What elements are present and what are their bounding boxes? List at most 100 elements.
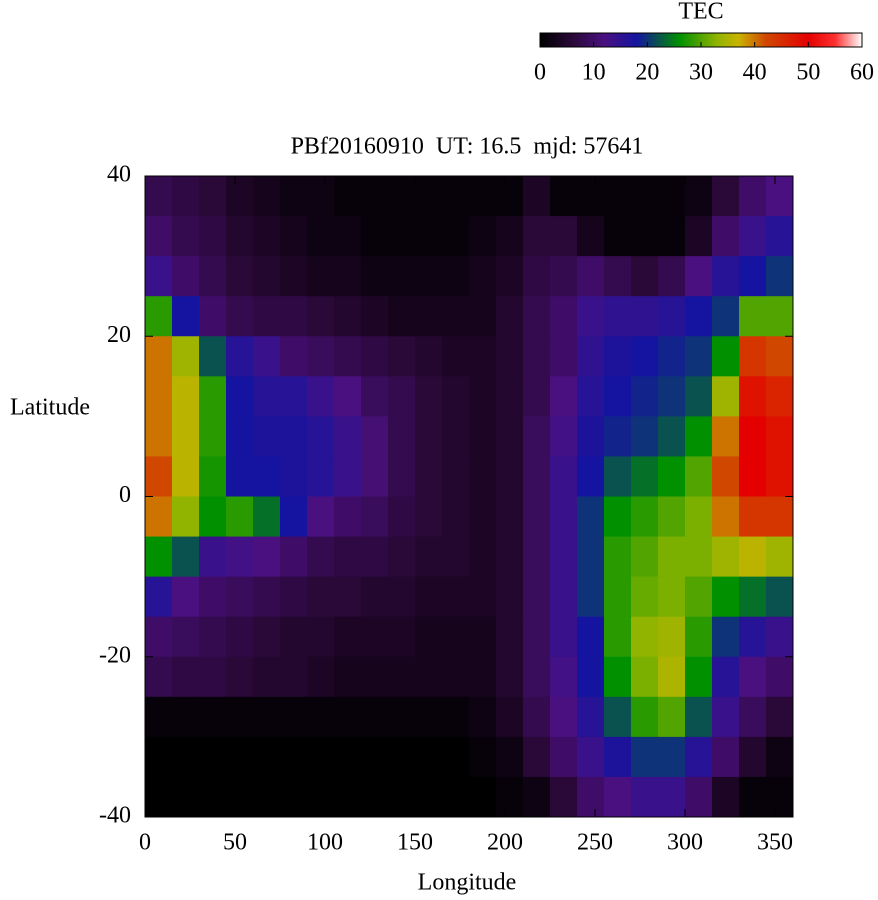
heatmap-cell [577, 176, 605, 217]
heatmap-cell [685, 536, 713, 578]
heatmap-cell [280, 696, 308, 738]
heatmap-cell [766, 256, 794, 297]
heatmap-cell [604, 616, 632, 658]
heatmap-cell [199, 656, 227, 698]
heatmap-cell [712, 696, 740, 738]
heatmap-cell [442, 696, 470, 738]
heatmap-cell [442, 776, 470, 818]
heatmap-cell [712, 216, 740, 257]
heatmap-cell [739, 576, 767, 618]
heatmap-cell [442, 376, 470, 417]
heatmap-cell [550, 496, 578, 538]
heatmap-cell [523, 656, 551, 698]
heatmap-cell [280, 336, 308, 377]
heatmap-cell [496, 776, 524, 818]
heatmap-cell [361, 296, 389, 337]
y-tick-label: 40 [107, 162, 131, 188]
heatmap-cell [280, 456, 308, 497]
heatmap-cell [604, 576, 632, 618]
heatmap-cell [658, 216, 686, 257]
heatmap-cell [253, 256, 281, 297]
heatmap-cell [685, 416, 713, 457]
heatmap-cell [766, 296, 794, 337]
y-tick-label: -20 [99, 642, 131, 668]
heatmap-cell [739, 776, 767, 818]
heatmap-cell [226, 176, 254, 217]
heatmap-cell [496, 256, 524, 297]
heatmap-cell [712, 336, 740, 377]
heatmap-cell [442, 616, 470, 658]
heatmap-cell [523, 336, 551, 377]
heatmap-cell [442, 216, 470, 257]
heatmap-cell [199, 456, 227, 497]
heatmap-cell [388, 776, 416, 818]
heatmap-cell [631, 616, 659, 658]
heatmap-cell [631, 776, 659, 818]
heatmap-cell [172, 736, 200, 778]
heatmap-cell [577, 576, 605, 618]
heatmap-cell [172, 296, 200, 337]
heatmap-cell [415, 776, 443, 818]
heatmap-cell [739, 256, 767, 297]
heatmap-cell [469, 536, 497, 578]
heatmap-cell [361, 696, 389, 738]
heatmap-cell [361, 416, 389, 457]
heatmap-cell [550, 296, 578, 337]
heatmap-cell [361, 576, 389, 618]
heatmap-cell [415, 496, 443, 538]
heatmap-cell [388, 656, 416, 698]
heatmap-cell [523, 736, 551, 778]
heatmap-cell [361, 256, 389, 297]
heatmap-cell [172, 496, 200, 538]
colorbar-tick-label: 40 [743, 60, 767, 86]
colorbar-tick-label: 30 [689, 60, 713, 86]
heatmap-cell [199, 296, 227, 337]
heatmap-cell [415, 616, 443, 658]
heatmap-cell [226, 256, 254, 297]
heatmap-cell [280, 616, 308, 658]
heatmap-cell [280, 576, 308, 618]
heatmap-cell [334, 376, 362, 417]
heatmap-cell [334, 536, 362, 578]
heatmap-cell [658, 256, 686, 297]
heatmap-cell [604, 336, 632, 377]
heatmap-cell [523, 496, 551, 538]
heatmap-cell [388, 416, 416, 457]
heatmap-cell [658, 576, 686, 618]
heatmap-cell [739, 416, 767, 457]
heatmap-cell [388, 696, 416, 738]
heatmap-cell [739, 616, 767, 658]
heatmap-cell [658, 696, 686, 738]
heatmap-cell [442, 256, 470, 297]
heatmap-cell [604, 656, 632, 698]
heatmap-cell [388, 296, 416, 337]
heatmap-cell [226, 576, 254, 618]
heatmap-cell [253, 776, 281, 818]
heatmap-cell [442, 176, 470, 217]
heatmap-cell [442, 736, 470, 778]
colorbar-tick-label: 20 [635, 60, 659, 86]
heatmap-cell [550, 696, 578, 738]
heatmap-cell [307, 456, 335, 497]
heatmap-cell [199, 616, 227, 658]
heatmap-cell [550, 176, 578, 217]
heatmap-cell [172, 376, 200, 417]
heatmap-cell [442, 416, 470, 457]
heatmap-cell [469, 176, 497, 217]
heatmap-cell [523, 456, 551, 497]
heatmap-cell [739, 656, 767, 698]
heatmap-cell [685, 256, 713, 297]
heatmap-cell [145, 496, 173, 538]
heatmap-cell [496, 736, 524, 778]
heatmap-cell [685, 736, 713, 778]
heatmap-cell [226, 496, 254, 538]
heatmap-cell [739, 736, 767, 778]
heatmap-cell [712, 416, 740, 457]
heatmap-cell [172, 536, 200, 578]
heatmap-cell [712, 376, 740, 417]
heatmap-cell [145, 456, 173, 497]
heatmap-cell [145, 776, 173, 818]
heatmap-cell [685, 336, 713, 377]
heatmap-cell [631, 176, 659, 217]
